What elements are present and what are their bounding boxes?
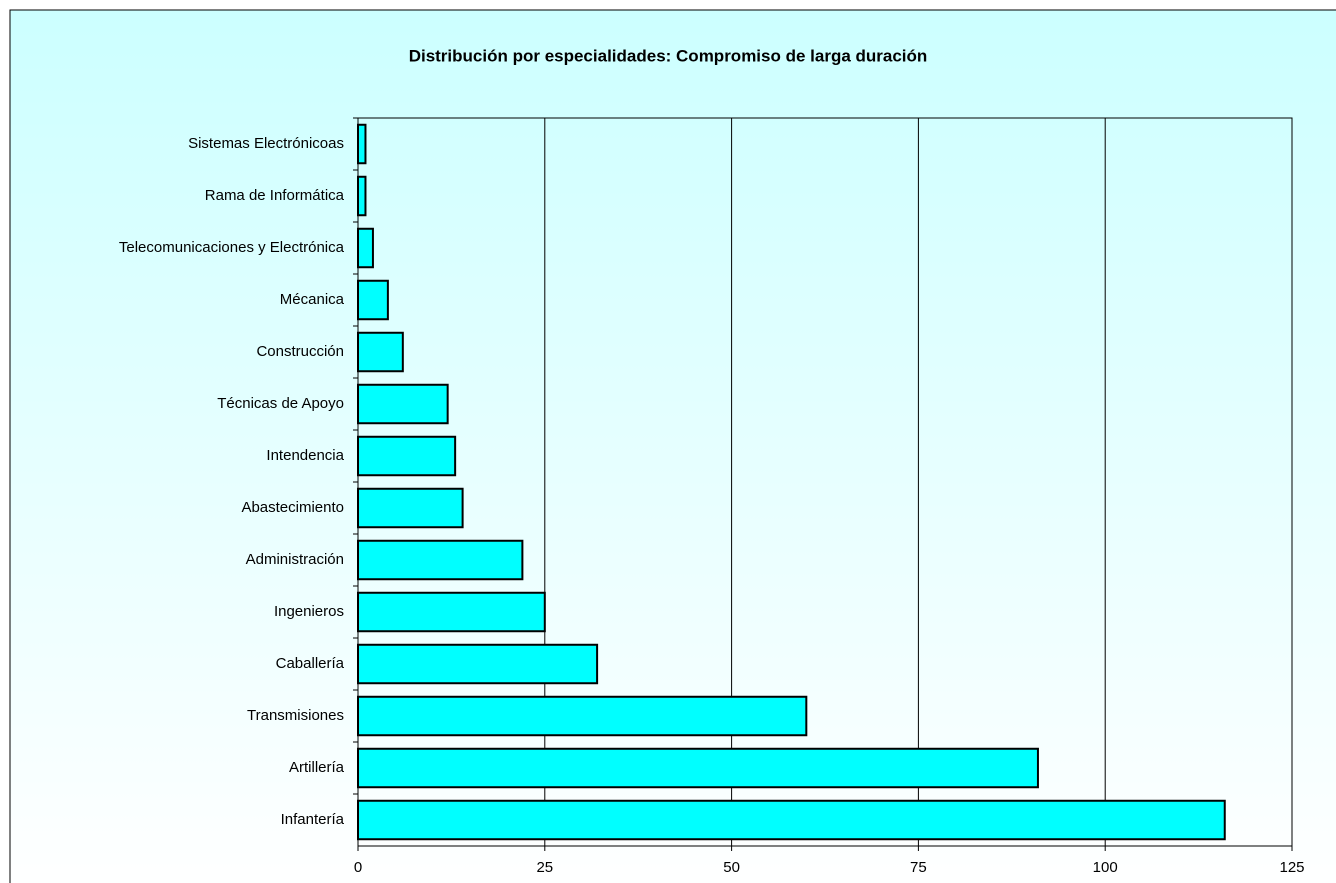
y-tick-label: Intendencia: [266, 447, 344, 464]
x-tick-label: 25: [536, 859, 553, 876]
x-tick-label: 75: [910, 859, 927, 876]
y-tick-label: Construcción: [256, 343, 344, 360]
y-tick-label: Técnicas de Apoyo: [217, 395, 344, 412]
y-tick-label: Caballería: [276, 655, 345, 672]
bar: [357, 331, 404, 373]
y-tick-label: Administración: [246, 551, 344, 568]
x-tick-label: 50: [723, 859, 740, 876]
bar: [357, 643, 599, 685]
chart-title: Distribución por especialidades: Comprom…: [409, 46, 928, 65]
y-tick-label: Mécanica: [280, 291, 345, 308]
y-tick-label: Infantería: [281, 811, 345, 828]
bar: [357, 227, 374, 269]
y-tick-label: Artillería: [289, 759, 345, 776]
bar: [357, 799, 1226, 841]
bar: [357, 435, 457, 477]
y-tick-label: Abastecimiento: [241, 499, 344, 516]
x-tick-label: 0: [354, 859, 362, 876]
chart-background: [9, 9, 1336, 883]
bar: [357, 279, 389, 321]
y-tick-label: Transmisiones: [247, 707, 344, 724]
bar: [357, 591, 546, 633]
bar: [357, 487, 464, 529]
bar: [357, 383, 449, 425]
y-tick-label: Telecomunicaciones y Electrónica: [119, 239, 345, 256]
bar: [357, 123, 367, 165]
y-tick-label: Sistemas Electrónicoas: [188, 135, 344, 152]
bar: [357, 539, 524, 581]
x-tick-label: 100: [1093, 859, 1118, 876]
x-tick-label: 125: [1279, 859, 1304, 876]
y-tick-label: Ingenieros: [274, 603, 344, 620]
y-tick-label: Rama de Informática: [205, 187, 345, 204]
bar: [357, 175, 367, 217]
bar: [357, 747, 1039, 789]
bar: [357, 695, 808, 737]
